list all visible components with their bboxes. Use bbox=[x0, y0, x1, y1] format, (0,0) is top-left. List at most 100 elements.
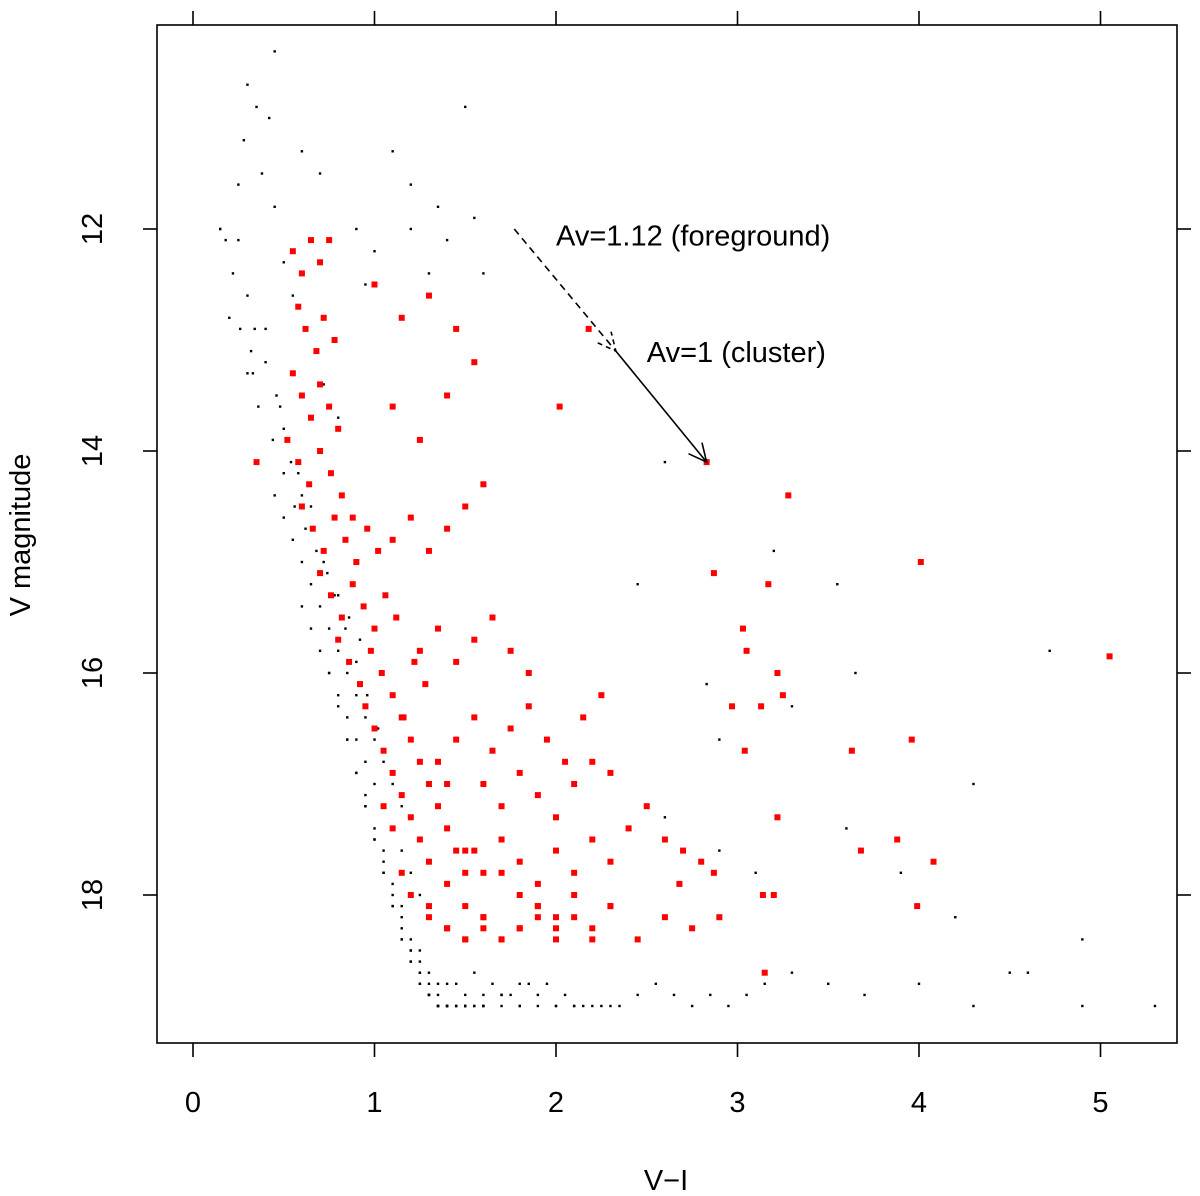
cluster-member-point bbox=[676, 880, 683, 887]
cluster-member-point bbox=[326, 237, 333, 244]
field-star-point bbox=[224, 238, 227, 242]
cluster-member-point bbox=[471, 714, 478, 721]
field-star-point bbox=[344, 627, 347, 630]
cluster-member-point bbox=[378, 670, 385, 676]
field-star-point bbox=[355, 738, 358, 741]
field-star-point bbox=[391, 893, 394, 897]
cluster-member-point bbox=[320, 547, 327, 554]
field-star-point bbox=[618, 1004, 621, 1008]
cluster-member-point bbox=[295, 459, 302, 466]
field-star-point bbox=[464, 1004, 467, 1008]
cluster-member-point bbox=[371, 281, 378, 288]
field-star-point bbox=[705, 682, 708, 686]
field-star-point bbox=[863, 993, 866, 997]
field-star-point bbox=[1153, 1004, 1157, 1008]
field-star-point bbox=[654, 982, 658, 985]
field-star-point bbox=[391, 150, 394, 153]
cluster-member-point bbox=[908, 736, 915, 743]
cluster-member-point bbox=[326, 403, 333, 410]
cluster-member-point bbox=[453, 658, 460, 665]
field-star-point bbox=[427, 993, 431, 997]
field-star-point bbox=[464, 993, 467, 997]
cluster-member-point bbox=[425, 903, 432, 910]
field-star-point bbox=[972, 1004, 975, 1008]
cluster-member-point bbox=[335, 636, 342, 643]
field-star-point bbox=[500, 993, 503, 997]
cluster-member-point bbox=[425, 292, 432, 299]
cluster-member-point bbox=[453, 325, 460, 332]
x-tick-label: 3 bbox=[729, 1087, 745, 1119]
cluster-member-point bbox=[398, 314, 405, 321]
cluster-member-point bbox=[307, 237, 314, 244]
field-star-point bbox=[255, 105, 258, 109]
cluster-member-point bbox=[295, 303, 302, 310]
field-star-point bbox=[445, 1004, 449, 1008]
reddening-annotation: Av=1 (cluster) bbox=[647, 337, 826, 369]
field-star-point bbox=[436, 205, 440, 208]
field-star-point bbox=[309, 583, 313, 586]
field-star-point bbox=[300, 150, 304, 153]
field-star-point bbox=[337, 649, 340, 652]
field-star-point bbox=[445, 982, 449, 985]
cluster-member-point bbox=[320, 314, 327, 321]
cluster-member-point bbox=[407, 892, 414, 898]
cluster-member-point bbox=[848, 747, 855, 754]
field-star-point bbox=[718, 738, 721, 741]
field-star-point bbox=[418, 893, 422, 897]
cluster-member-point bbox=[698, 858, 705, 865]
field-star-point bbox=[327, 627, 331, 630]
cluster-member-point bbox=[298, 270, 305, 277]
cluster-member-point bbox=[307, 414, 314, 421]
plot-frame bbox=[156, 24, 1178, 1044]
annotations: Av=1.12 (foreground) Av=1 (cluster) bbox=[556, 221, 830, 370]
field-star-point bbox=[322, 560, 325, 564]
x-tick-label: 2 bbox=[548, 1087, 564, 1119]
cluster-member-point bbox=[389, 536, 396, 543]
cluster-member-point bbox=[444, 825, 451, 832]
field-star-point bbox=[418, 949, 422, 952]
cluster-member-point bbox=[525, 703, 532, 710]
field-star-point bbox=[382, 860, 385, 863]
field-star-point bbox=[273, 50, 276, 53]
field-star-point bbox=[364, 716, 367, 719]
field-star-point bbox=[545, 982, 549, 985]
field-star-point bbox=[260, 172, 264, 175]
cluster-member-point bbox=[302, 325, 309, 332]
field-star-point bbox=[672, 993, 676, 997]
x-tick-label: 0 bbox=[185, 1087, 201, 1119]
cluster-member-point bbox=[759, 892, 766, 898]
field-star-point bbox=[436, 982, 440, 985]
field-star-point bbox=[899, 871, 903, 874]
cluster-member-point bbox=[553, 847, 559, 854]
field-star-point bbox=[436, 1004, 440, 1008]
cluster-member-point bbox=[416, 647, 423, 654]
field-star-point bbox=[337, 416, 340, 419]
field-star-point bbox=[427, 272, 431, 275]
field-star-point bbox=[322, 383, 325, 386]
field-star-point bbox=[454, 982, 458, 985]
cluster-member-point bbox=[398, 714, 405, 721]
cluster-member-point bbox=[453, 736, 460, 743]
field-star-point bbox=[600, 1004, 603, 1008]
cluster-member-point bbox=[553, 925, 559, 932]
field-star-point bbox=[337, 705, 340, 708]
field-star-point bbox=[1008, 971, 1011, 974]
field-star-point bbox=[289, 460, 293, 464]
field-star-point bbox=[536, 1004, 540, 1008]
cluster-member-point bbox=[338, 614, 345, 621]
field-star-point bbox=[253, 327, 256, 331]
field-star-point bbox=[572, 1004, 576, 1008]
field-star-point bbox=[391, 882, 394, 886]
field-star-point bbox=[409, 938, 412, 941]
cluster-members-layer bbox=[253, 237, 1113, 976]
cluster-member-point bbox=[416, 758, 423, 765]
field-stars-layer bbox=[219, 50, 1157, 1008]
cluster-member-point bbox=[375, 547, 382, 554]
cluster-member-point bbox=[553, 914, 559, 921]
cluster-member-point bbox=[589, 925, 596, 932]
x-axis-bottom: 0 1 2 3 4 5 bbox=[185, 1043, 1109, 1119]
field-star-point bbox=[482, 1004, 485, 1008]
cluster-member-point bbox=[739, 625, 746, 632]
field-star-point bbox=[763, 982, 766, 985]
cluster-member-point bbox=[338, 492, 345, 499]
